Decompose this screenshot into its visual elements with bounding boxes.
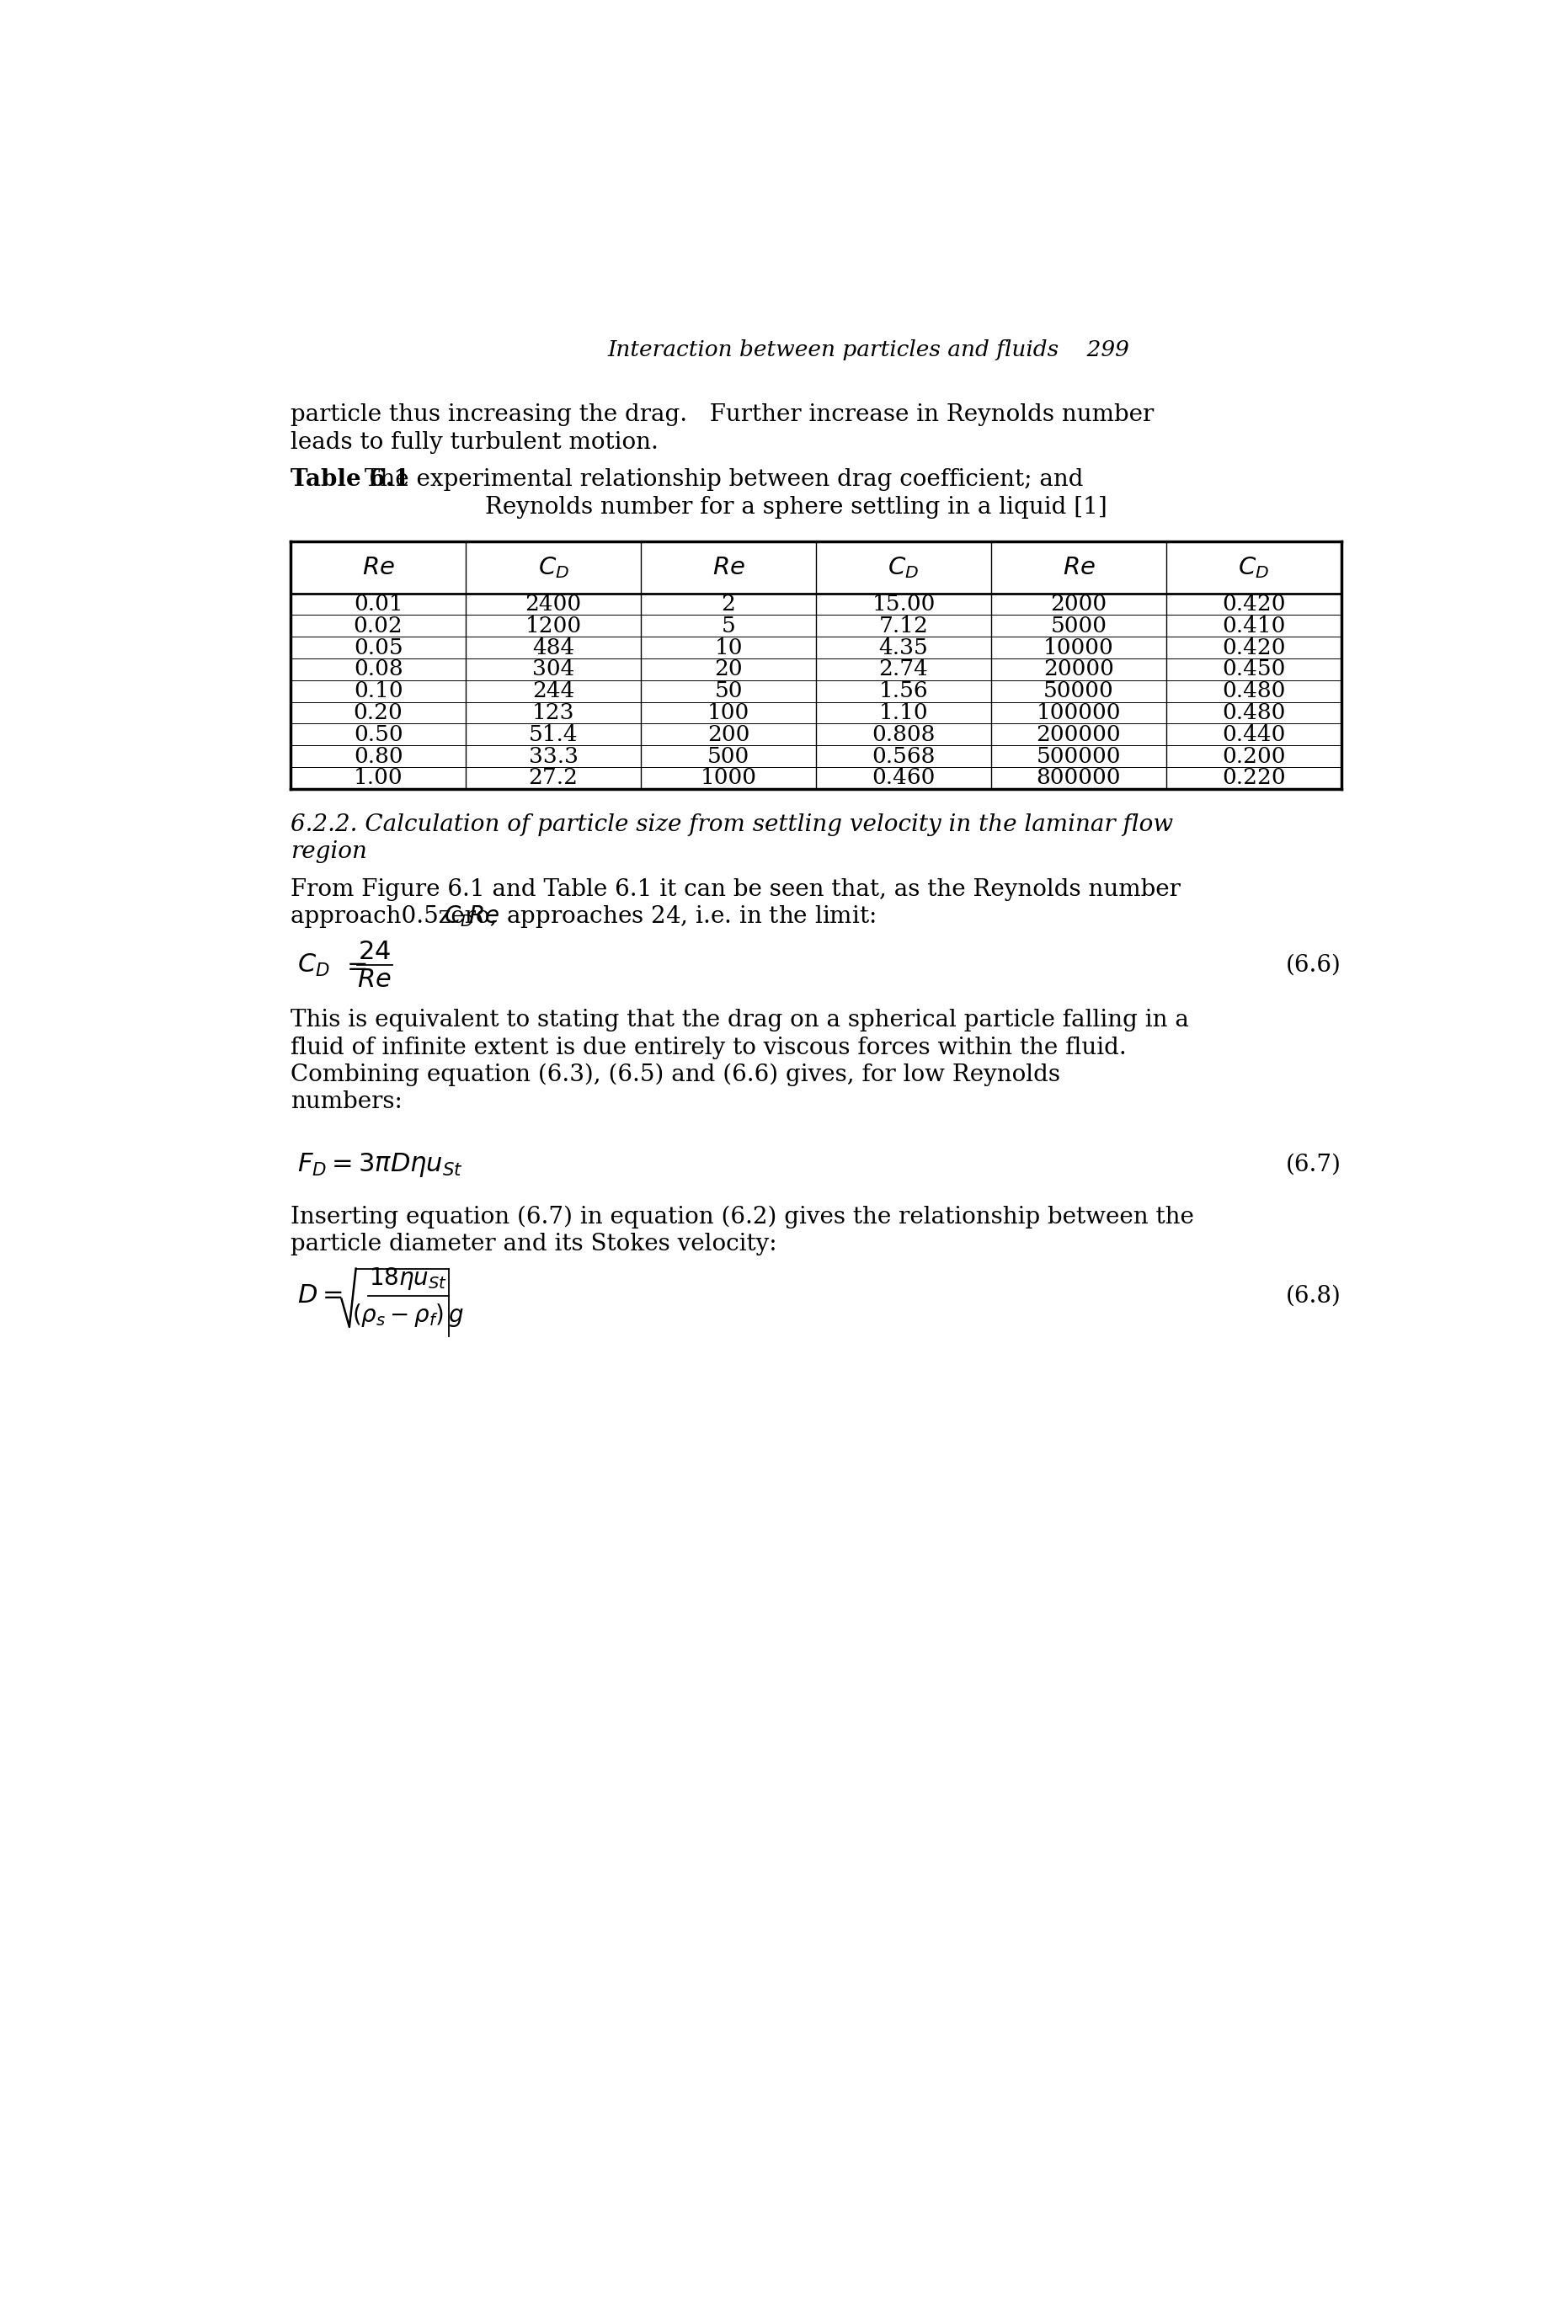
Text: $18\eta u_{St}$: $18\eta u_{St}$ <box>368 1267 447 1292</box>
Text: 484: 484 <box>532 637 574 658</box>
Text: 0.410: 0.410 <box>1221 616 1286 637</box>
Text: 5000: 5000 <box>1051 616 1107 637</box>
Text: approach0.5zero,: approach0.5zero, <box>290 904 505 927</box>
Text: $F_D = 3\pi D\eta u_{St}$: $F_D = 3\pi D\eta u_{St}$ <box>298 1150 463 1178</box>
Text: 0.05: 0.05 <box>353 637 403 658</box>
Text: 51.4: 51.4 <box>528 725 579 746</box>
Text: Reynolds number for a sphere settling in a liquid [1]: Reynolds number for a sphere settling in… <box>486 495 1107 518</box>
Text: 0.02: 0.02 <box>353 616 403 637</box>
Text: 0.460: 0.460 <box>872 767 935 788</box>
Text: 0.80: 0.80 <box>353 746 403 767</box>
Text: 244: 244 <box>532 681 574 702</box>
Text: $C_D$: $C_D$ <box>444 904 474 930</box>
Text: 10000: 10000 <box>1043 637 1113 658</box>
Text: 27.2: 27.2 <box>528 767 579 788</box>
Text: 0.10: 0.10 <box>353 681 403 702</box>
Text: 1000: 1000 <box>701 767 757 788</box>
Text: $(\rho_s - \rho_f)\,g$: $(\rho_s - \rho_f)\,g$ <box>353 1301 464 1329</box>
Text: $=$: $=$ <box>342 953 367 978</box>
Text: 50000: 50000 <box>1043 681 1113 702</box>
Text: $24$: $24$ <box>358 939 390 964</box>
Text: 0.50: 0.50 <box>353 725 403 746</box>
Text: 200: 200 <box>707 725 750 746</box>
Text: 7.12: 7.12 <box>878 616 928 637</box>
Text: 2000: 2000 <box>1051 593 1107 616</box>
Text: 1200: 1200 <box>525 616 582 637</box>
Text: (6.6): (6.6) <box>1286 953 1341 976</box>
Text: 0.01: 0.01 <box>353 593 403 616</box>
Text: 100: 100 <box>707 702 750 723</box>
Text: 5: 5 <box>721 616 735 637</box>
Text: 20: 20 <box>715 658 743 681</box>
Text: Table 6.1: Table 6.1 <box>290 469 409 490</box>
Text: 100000: 100000 <box>1036 702 1121 723</box>
Text: 0.480: 0.480 <box>1221 702 1286 723</box>
Text: 20000: 20000 <box>1043 658 1113 681</box>
Text: 800000: 800000 <box>1036 767 1121 788</box>
Text: Inserting equation (6.7) in equation (6.2) gives the relationship between the: Inserting equation (6.7) in equation (6.… <box>290 1206 1195 1229</box>
Text: 2: 2 <box>721 593 735 616</box>
Text: 0.220: 0.220 <box>1221 767 1286 788</box>
Text: $\mathit{Re}$ approaches 24, i.e. in the limit:: $\mathit{Re}$ approaches 24, i.e. in the… <box>469 904 875 930</box>
Text: (6.8): (6.8) <box>1286 1285 1341 1306</box>
Text: Combining equation (6.3), (6.5) and (6.6) gives, for low Reynolds: Combining equation (6.3), (6.5) and (6.6… <box>290 1062 1060 1085</box>
Text: numbers:: numbers: <box>290 1090 403 1113</box>
Text: 33.3: 33.3 <box>528 746 579 767</box>
Text: $\mathit{Re}$: $\mathit{Re}$ <box>362 555 395 579</box>
Text: particle thus increasing the drag.   Further increase in Reynolds number: particle thus increasing the drag. Furth… <box>290 404 1154 425</box>
Text: leads to fully turbulent motion.: leads to fully turbulent motion. <box>290 430 659 453</box>
Text: 0.480: 0.480 <box>1221 681 1286 702</box>
Text: From Figure 6.1 and Table 6.1 it can be seen that, as the Reynolds number: From Figure 6.1 and Table 6.1 it can be … <box>290 878 1181 902</box>
Text: 0.420: 0.420 <box>1221 593 1286 616</box>
Text: 1.10: 1.10 <box>880 702 928 723</box>
Text: $C_D$: $C_D$ <box>1239 555 1270 581</box>
Text: 500000: 500000 <box>1036 746 1121 767</box>
Text: 10: 10 <box>715 637 743 658</box>
Text: Interaction between particles and fluids    299: Interaction between particles and fluids… <box>607 339 1129 360</box>
Text: 4.35: 4.35 <box>878 637 928 658</box>
Text: fluid of infinite extent is due entirely to viscous forces within the fluid.: fluid of infinite extent is due entirely… <box>290 1037 1127 1060</box>
Text: 50: 50 <box>715 681 743 702</box>
Text: 0.440: 0.440 <box>1221 725 1286 746</box>
Text: 1.56: 1.56 <box>880 681 928 702</box>
Text: $D =$: $D =$ <box>298 1283 342 1308</box>
Text: $\mathit{Re}$: $\mathit{Re}$ <box>1063 555 1094 579</box>
Text: $\mathit{Re}$: $\mathit{Re}$ <box>358 967 392 992</box>
Text: 0.808: 0.808 <box>872 725 935 746</box>
Text: $C_D$: $C_D$ <box>298 953 329 978</box>
Text: $C_D$: $C_D$ <box>538 555 569 581</box>
Text: 1.00: 1.00 <box>353 767 403 788</box>
Text: 123: 123 <box>532 702 574 723</box>
Text: This is equivalent to stating that the drag on a spherical particle falling in a: This is equivalent to stating that the d… <box>290 1009 1189 1032</box>
Text: 15.00: 15.00 <box>872 593 935 616</box>
Text: region: region <box>290 841 367 862</box>
Text: 0.568: 0.568 <box>872 746 935 767</box>
Text: 2400: 2400 <box>525 593 582 616</box>
Text: 2.74: 2.74 <box>878 658 928 681</box>
Text: 0.200: 0.200 <box>1221 746 1286 767</box>
Text: 6.2.2. Calculation of particle size from settling velocity in the laminar flow: 6.2.2. Calculation of particle size from… <box>290 813 1173 837</box>
Text: 304: 304 <box>532 658 574 681</box>
Text: 0.450: 0.450 <box>1221 658 1286 681</box>
Text: 500: 500 <box>707 746 750 767</box>
Text: $C_D$: $C_D$ <box>887 555 919 581</box>
Text: 0.08: 0.08 <box>353 658 403 681</box>
Text: particle diameter and its Stokes velocity:: particle diameter and its Stokes velocit… <box>290 1232 778 1255</box>
Text: $\mathit{Re}$: $\mathit{Re}$ <box>712 555 745 579</box>
Text: 0.420: 0.420 <box>1221 637 1286 658</box>
Text: (6.7): (6.7) <box>1286 1153 1341 1176</box>
Text: 0.20: 0.20 <box>353 702 403 723</box>
Text: 200000: 200000 <box>1036 725 1121 746</box>
Text: The experimental relationship between drag coefficient; and: The experimental relationship between dr… <box>358 469 1083 490</box>
